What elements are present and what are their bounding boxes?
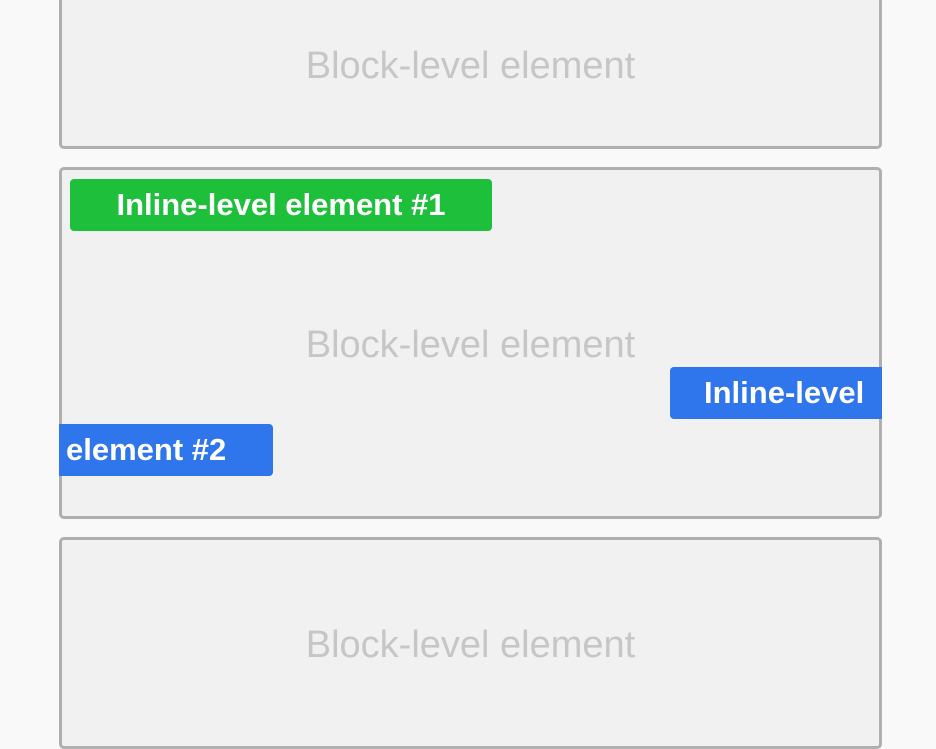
block-label-middle: Block-level element xyxy=(305,324,636,366)
block-level-element-bottom: Block-level element xyxy=(59,537,882,749)
block-label-bottom: Block-level element xyxy=(305,624,636,666)
inline-level-element-1: Inline-level element #1 xyxy=(70,179,492,231)
inline-level-element-2-line2: element #2 xyxy=(59,424,273,476)
block-level-element-top: Block-level element xyxy=(59,0,882,149)
block-label-top: Block-level element xyxy=(305,45,636,87)
inline-level-element-2-line1: Inline-level xyxy=(670,367,882,419)
